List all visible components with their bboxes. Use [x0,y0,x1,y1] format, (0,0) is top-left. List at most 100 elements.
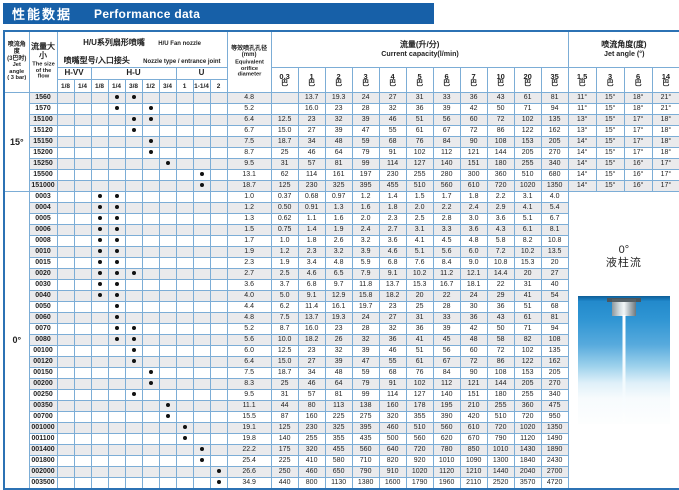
connection-cell [124,268,143,281]
capacity-cell: 230 [297,422,326,435]
size-header: 3/8 [124,79,143,94]
capacity-cell: 13.5 [540,246,569,259]
capacity-cell: 50 [486,323,515,336]
capacity-cell: 500 [378,433,407,446]
selection-dot-icon [114,205,119,210]
capacity-cell: 3.2 [324,246,353,259]
capacity-cell: 1440 [486,466,515,479]
capacity-cell: 24 [351,312,380,325]
connection-cell [90,323,109,336]
capacity-cell: 47 [351,356,380,369]
capacity-cell: 4.6 [378,246,407,259]
capacity-cell: 410 [297,455,326,468]
capacity-cell: 210 [459,400,488,413]
capacity-cell: 0.62 [270,213,299,226]
selection-dot-icon [199,172,204,177]
connection-cell [124,125,143,138]
selection-dot-icon [148,139,153,144]
panel-flow-type-label: 液柱流 [605,257,642,270]
capacity-cell: 580 [324,455,353,468]
connection-cell [56,169,75,182]
table-row: 001000 19.1 125 230 325 395 460 510 560 610 720 102… [4,422,679,435]
connection-cell [209,136,228,149]
capacity-cell: 2520 [486,477,515,490]
connection-cell [141,455,160,468]
capacity-cell: 43 [486,92,515,105]
capacity-cell: 153 [513,136,542,149]
flow-cell: 1570 [28,103,58,116]
capacity-cell: 4.8 [459,235,488,248]
connection-cell [175,213,194,226]
connection-cell [141,444,160,457]
orifice-cell: 22.2 [226,444,272,457]
capacity-cell: 108 [540,334,569,347]
capacity-cell: 13.7 [297,92,326,105]
capacity-cell: 1.5 [405,191,434,204]
connection-cell [192,158,211,171]
capacity-cell: 6.8 [297,279,326,292]
orifice-cell: 13.1 [226,169,272,182]
angle-cell: 15° [595,114,625,127]
capacity-cell: 39 [324,125,353,138]
orifice-cell: 5.2 [226,103,272,116]
connection-cell [141,257,160,270]
capacity-cell: 11.4 [297,301,326,314]
connection-cell [90,235,109,248]
capacity-cell: 5.9 [351,257,380,270]
capacity-cell: 4.5 [432,235,461,248]
capacity-cell: 44 [270,400,299,413]
connection-cell [141,125,160,138]
connection-cell [56,213,75,226]
capacity-cell: 475 [540,400,569,413]
connection-cell [209,477,228,490]
connection-cell [124,367,143,380]
capacity-cell: 32 [378,103,407,116]
capacity-cell: 113 [324,400,353,413]
connection-cell [175,411,194,424]
capacity-cell: 1010 [432,455,461,468]
table-row: 0080 5.6 10.0 18.2 26 32 36 41 45 48 58 82 108 [4,334,679,347]
capacity-cell: 61 [405,125,434,138]
size-header: 1/4 [73,79,92,94]
angle-cell: 17° [623,114,653,127]
connection-cell [141,224,160,237]
connection-cell [124,301,143,314]
section-angle-label: 15° [3,92,30,193]
capacity-cell: 76 [405,136,434,149]
connection-cell [192,147,211,160]
capacity-cell: 121 [459,378,488,391]
capacity-cell: 14.4 [486,268,515,281]
connection-cell [158,191,177,204]
connection-cell [209,191,228,204]
capacity-cell: 64 [324,378,353,391]
capacity-cell: 72 [486,114,515,127]
flow-cell: 0003 [28,191,58,204]
connection-cell [107,213,126,226]
capacity-cell: 99 [351,158,380,171]
connection-cell [175,180,194,193]
connection-cell [192,466,211,479]
flow-cell: 001800 [28,455,58,468]
orifice-cell: 19.1 [226,422,272,435]
connection-cell [158,422,177,435]
connection-cell [107,147,126,160]
selection-dot-icon [131,392,136,397]
connection-cell [90,433,109,446]
connection-cell [141,191,160,204]
jet-panel-0deg: 0° 液柱流 [567,191,679,490]
capacity-cell: 390 [432,411,461,424]
connection-cell [90,103,109,116]
connection-cell [192,191,211,204]
size-header: 1/4 [107,79,126,94]
capacity-cell: 197 [351,169,380,182]
flow-cell: 15120 [28,125,58,138]
capacity-cell: 255 [513,158,542,171]
size-header: 1-1/4 [192,79,211,94]
capacity-cell: 23 [297,114,326,127]
capacity-cell: 10.2 [405,268,434,281]
connection-cell [192,246,211,259]
connection-cell [90,279,109,292]
connection-cell [90,367,109,380]
connection-cell [107,202,126,215]
connection-cell [56,356,75,369]
